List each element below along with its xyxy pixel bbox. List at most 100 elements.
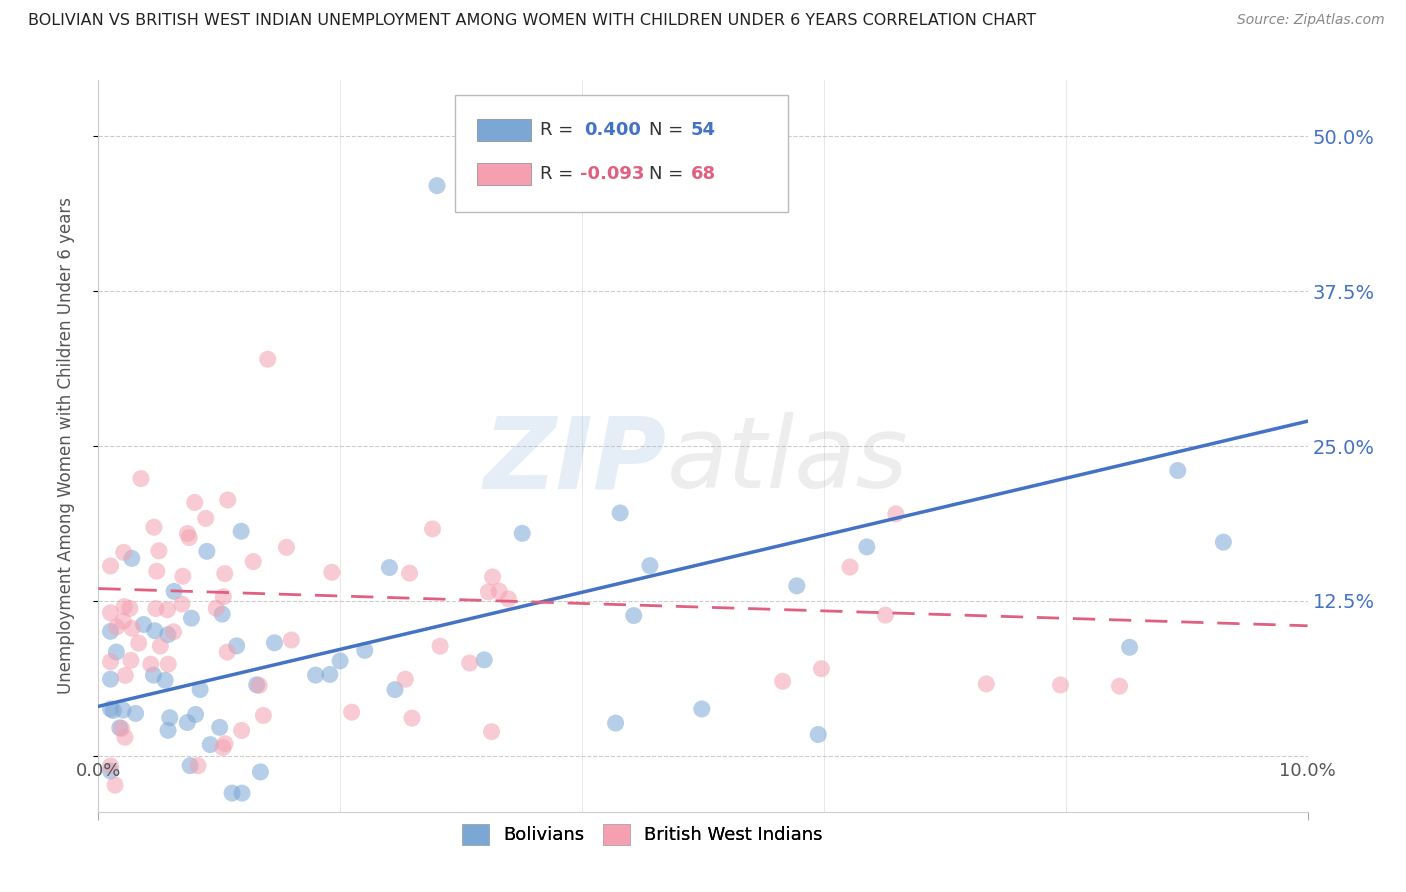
Point (121, 621, 143, 635)
Point (153, 673, 176, 688)
Text: R =: R = (540, 121, 574, 139)
Text: 0.0%: 0.0% (76, 762, 121, 780)
Point (472, 653, 495, 667)
Point (280, 632, 302, 647)
Point (129, 472, 152, 486)
Point (179, 531, 201, 545)
Point (157, 657, 180, 672)
Point (276, 541, 298, 555)
Point (100, 702, 122, 716)
Point (638, 558, 661, 573)
Point (321, 566, 343, 580)
Point (145, 601, 167, 615)
Point (200, 738, 222, 752)
Point (187, 758, 209, 772)
Point (112, 599, 135, 614)
Point (195, 544, 218, 558)
Point (149, 639, 172, 653)
Point (875, 608, 897, 623)
Point (477, 585, 499, 599)
Point (143, 624, 166, 638)
Point (159, 711, 181, 725)
Point (378, 560, 401, 574)
Point (1049, 678, 1071, 692)
Point (394, 672, 416, 686)
Point (422, 522, 444, 536)
Point (690, 702, 713, 716)
Point (157, 723, 180, 738)
Point (884, 507, 907, 521)
Point (188, 682, 211, 697)
Point (340, 705, 363, 719)
Point (212, 590, 235, 604)
Point (807, 727, 830, 741)
Point (176, 526, 198, 541)
Point (247, 678, 270, 692)
Text: 0.400: 0.400 (585, 121, 641, 139)
Point (121, 551, 143, 566)
Text: N =: N = (648, 165, 683, 183)
Point (249, 764, 271, 779)
Point (242, 555, 264, 569)
Point (105, 620, 128, 634)
Point (118, 601, 141, 615)
Text: 10.0%: 10.0% (1279, 762, 1336, 780)
Text: Source: ZipAtlas.com: Source: ZipAtlas.com (1237, 13, 1385, 28)
Point (429, 639, 451, 653)
Text: 54: 54 (690, 121, 716, 139)
Point (256, 352, 278, 367)
Point (132, 617, 155, 632)
Point (105, 645, 128, 659)
Point (1212, 535, 1234, 549)
Point (120, 653, 142, 667)
Point (225, 639, 247, 653)
Point (172, 569, 194, 583)
Point (856, 540, 879, 554)
Point (114, 668, 136, 682)
Point (974, 677, 997, 691)
Y-axis label: Unemployment Among Women with Children Under 6 years: Unemployment Among Women with Children U… (56, 197, 75, 695)
Point (231, 524, 253, 539)
Point (329, 654, 352, 668)
Point (458, 656, 481, 670)
Legend: Bolivians, British West Indians: Bolivians, British West Indians (453, 815, 832, 854)
Point (114, 731, 136, 745)
Point (1118, 640, 1140, 655)
Point (605, 716, 627, 731)
Point (221, 786, 243, 800)
Point (100, 655, 122, 669)
Point (180, 611, 202, 625)
Point (194, 511, 217, 525)
Text: 68: 68 (690, 165, 716, 183)
Point (104, 778, 127, 792)
Point (162, 624, 184, 639)
Point (148, 543, 170, 558)
Point (609, 506, 631, 520)
Point (263, 636, 285, 650)
Point (100, 759, 122, 773)
Point (398, 566, 420, 581)
Point (184, 707, 207, 722)
Point (100, 606, 122, 620)
Point (100, 559, 122, 574)
Point (252, 708, 274, 723)
Point (108, 721, 131, 735)
Point (1108, 679, 1130, 693)
FancyBboxPatch shape (477, 119, 531, 141)
Point (100, 672, 122, 686)
Point (139, 657, 162, 672)
Text: BOLIVIAN VS BRITISH WEST INDIAN UNEMPLOYMENT AMONG WOMEN WITH CHILDREN UNDER 6 Y: BOLIVIAN VS BRITISH WEST INDIAN UNEMPLOY… (28, 13, 1036, 29)
Point (217, 492, 239, 507)
Point (304, 668, 326, 682)
Point (401, 711, 423, 725)
FancyBboxPatch shape (477, 163, 531, 185)
Point (772, 674, 794, 689)
Point (205, 601, 228, 615)
Point (142, 668, 165, 682)
Point (183, 495, 205, 509)
Point (112, 614, 135, 628)
Point (498, 591, 520, 606)
Point (1167, 463, 1189, 477)
Point (839, 560, 862, 574)
Text: ZIP: ZIP (484, 412, 666, 509)
